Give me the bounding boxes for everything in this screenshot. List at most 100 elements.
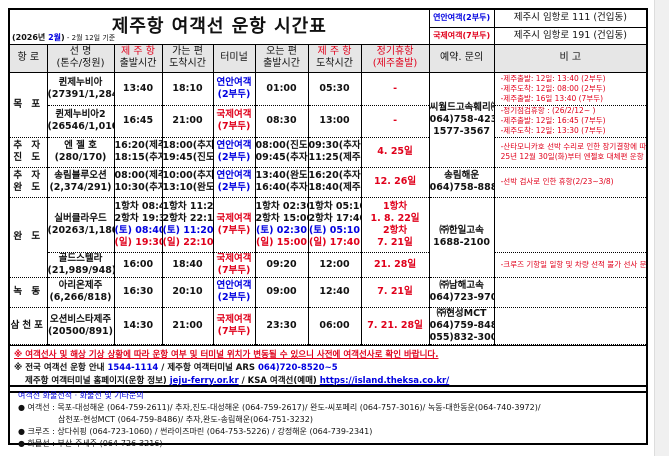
ship-line: (21,989/948) — [47, 264, 114, 276]
holiday-line: 7. 21일 — [377, 236, 413, 248]
dep-line: 16:45 — [122, 115, 154, 126]
rarr-line: 18:40(제주) — [308, 182, 361, 193]
remarks-cell: -제주출발: 12일: 13:40 (2부두) -제주도착: 12일: 08:00… — [493, 72, 647, 106]
rarr-line: 16:20(추자) — [308, 170, 361, 181]
header-label: 비 고 — [559, 52, 582, 63]
header-label: 도착시간 — [316, 58, 353, 69]
res-line: 064)759-8486 — [429, 319, 493, 331]
dep-cell: 1항차 08:402항차 19:30(토) 08:40(일) 19:30 — [113, 197, 163, 253]
terminal-cell: 연안여객 (2부두) — [212, 137, 256, 168]
holiday-cell: 7. 21일 — [360, 277, 430, 308]
month: 2월 — [48, 33, 62, 42]
res-line: ㈜남해고속 — [439, 280, 484, 291]
contact-line: ● 여객선 : 목포-대성해운 (064-759-2611)/ 추자,진도-대성… — [18, 403, 541, 412]
terminal-line: 국제여객 — [216, 313, 252, 325]
dep-cell: 16:30 — [113, 277, 163, 308]
ship-line: 엔 젤 호 — [64, 140, 97, 151]
dep-line: 14:30 — [122, 319, 154, 331]
terminal-line: 연안여객 — [216, 140, 252, 151]
ship-cell: 아리온제주 (6,266/818) — [46, 277, 115, 308]
res-line: 064)758-4234 — [429, 113, 493, 125]
remarks-cell: -크루즈 기항일 일항 및 차량 선적 불가 선사 문의 — [493, 252, 647, 278]
dep-cell: 16:00 — [113, 252, 163, 278]
terminal-line: 연안여객 — [216, 76, 252, 88]
info-line: ※ 전국 여객선 운항 안내 1544-1114 / 제주항 여객터미널 ARS… — [14, 362, 338, 373]
rarr-line: 05:30 — [319, 82, 350, 94]
terminal-line: 국제여객 — [216, 252, 252, 264]
ship-line: (2,374/291) — [49, 182, 112, 193]
table-row: 추 자진 도엔 젤 호(280/170)16:20(제주)18:15(추자)18… — [10, 137, 647, 168]
res-cell: 씨월드고속훼리㈜064)758-42341577-3567 — [428, 72, 495, 168]
table-row: 골드스텔라 (21,989/948) 16:00 18:40 국제여객 (7부두) 09:2… — [10, 252, 647, 278]
rdep-line: 09:45(추자) — [255, 152, 308, 163]
notes: ※ 여객선사 및 해상 기상 상황에 따라 운항 여부 및 터미널 위치가 변동… — [10, 344, 646, 391]
terminal-line: 연안여객 — [216, 280, 252, 291]
route-line: 삼천포 — [10, 319, 46, 331]
dep-line: 08:00(제주) — [114, 170, 161, 181]
remarks-cell: -산타모니카호 선박 수리로 인한 장기결항에 따라 25년 12월 30일(화)… — [493, 137, 647, 168]
rarr-line: 11:25(제주) — [308, 152, 361, 163]
header-label: 예약. 문의 — [440, 52, 484, 63]
route-cell: 완 도 — [10, 197, 48, 278]
ship-line: 퀸제누비아2 — [55, 109, 106, 120]
scrollbar[interactable] — [654, 0, 669, 456]
contact-line: ● 크루즈 : 상다쉬핑 (064-723-1060) / 썬라이즈마린 (06… — [18, 427, 373, 436]
ship-cell: 송림블루오션 (2,374/291) — [46, 167, 115, 198]
arr-cell: 20:10 — [161, 277, 214, 308]
ksa-link[interactable]: https://island.theksa.co.kr/ — [319, 375, 450, 386]
arr-line: (일) 22:10 — [162, 236, 213, 248]
rdep-line: (일) 15:00 — [256, 236, 307, 248]
ship-line: (27391/1,284) — [47, 88, 113, 100]
date-basis: (2026년 2월) - 2월 12일 기준 — [12, 32, 116, 43]
remarks-line: -제주출발: 12일: 13:40 (2부두) — [500, 73, 606, 83]
ship-line: 실버클라우드 — [54, 212, 107, 224]
rdep-cell: 08:30 — [254, 105, 309, 138]
res-line: 064)723-9700 — [429, 292, 493, 303]
column-header: 터미널 — [212, 44, 256, 73]
arr-line: 21:00 — [172, 319, 203, 331]
rarr-line: 1항차 05:10 — [308, 200, 361, 212]
column-header: 비 고 — [493, 44, 647, 73]
table-row: 삼천포 오션비스타제주 (20500/891) 14:30 21:00 국제여객 (7부두)… — [10, 307, 647, 345]
header-label: 도착시간 — [169, 58, 206, 69]
rarr-line: 2항차 17:40 — [308, 212, 361, 224]
remarks-cell — [493, 277, 647, 308]
route-line: 녹 동 — [13, 286, 44, 297]
header-label: 출발시간 — [119, 58, 157, 69]
ship-line: 퀸제누비아 — [58, 76, 103, 88]
basis-date: - 2월 12일 기준 — [64, 34, 116, 42]
dep-line: 16:00 — [122, 258, 154, 270]
ship-cell: 오션비스타제주 (20500/891) — [46, 307, 115, 345]
arr-line: 20:10 — [172, 286, 203, 297]
route-cell: 녹 동 — [10, 277, 48, 308]
remarks-line: -제주도착: 12일: 08:00 (2부두) — [500, 83, 606, 93]
header-label: 제 주 항 — [121, 46, 155, 57]
rdep-cell: 08:00(진도) 09:45(추자) — [254, 137, 309, 168]
holiday-cell: - — [360, 105, 430, 138]
rarr-cell: 12:40 — [307, 277, 362, 308]
dep-line: 16:30 — [122, 286, 154, 297]
ferry-link[interactable]: jeju-ferry.or.kr — [169, 375, 239, 386]
holiday-line: 12. 26일 — [373, 176, 417, 187]
rarr-line: 09:30(추자) — [308, 140, 361, 151]
header-label: (톤수/정원) — [56, 58, 105, 69]
ship-cell: 골드스텔라 (21,989/948) — [46, 252, 115, 278]
arr-cell: 21:00 — [161, 105, 214, 138]
arr-line: 10:00(추자) — [162, 170, 212, 181]
route-cell: 목 포 — [10, 72, 48, 138]
terminal-line: (7부두) — [217, 264, 251, 276]
res-line: 씨월드고속훼리㈜ — [429, 101, 495, 113]
ship-cell: 실버클라우드(20263/1,180) — [46, 197, 115, 253]
route-line: 추 자 — [13, 140, 44, 151]
dep-cell: 16:45 — [113, 105, 163, 138]
dep-line: 1항차 08:40 — [114, 200, 161, 212]
remarks-line: -정기점검휴항 : (26/2/12~ ) — [500, 106, 596, 115]
contacts-title: 여객선 화물선적 · 화물선 및 기타문의 — [18, 391, 144, 400]
route-line: 추 자 — [13, 170, 44, 181]
terminal-cell: 국제여객 (7부두) — [212, 252, 256, 278]
rdep-line: 08:00(진도) — [255, 140, 308, 151]
rarr-cell: 06:00 — [307, 307, 362, 345]
terminal-line: 연안여객 — [216, 170, 252, 181]
